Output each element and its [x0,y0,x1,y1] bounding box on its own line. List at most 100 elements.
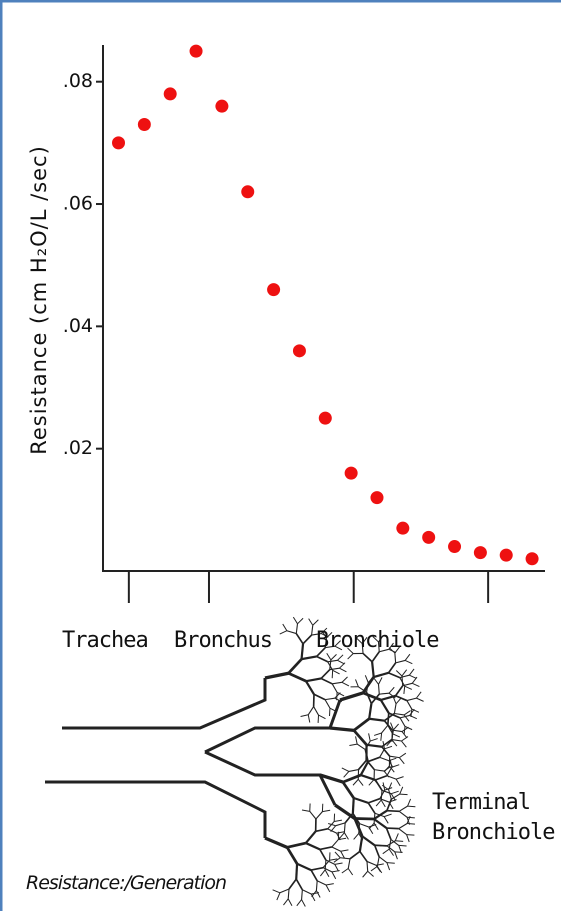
airway-branch [395,778,401,787]
airway-branch [321,630,327,639]
airway-branch [379,798,390,803]
airway-branch [367,802,376,814]
airway-branch [391,793,401,800]
airway-branch [373,818,388,829]
airway-branch [326,632,333,639]
airway-branch [373,732,382,736]
data-point [241,185,255,199]
data-point [473,546,487,560]
airway-branch [409,674,417,679]
airway-branch [340,849,349,852]
airway-branch [361,643,364,654]
airway-branch [370,693,380,705]
airway-branch [366,682,369,693]
airway-branch [339,667,347,673]
airway-branch [390,793,396,801]
airway-branch [389,755,400,759]
airway-branch [364,675,369,683]
airway-branch [386,766,393,777]
airway-branch [378,677,383,685]
airway-branch [347,868,354,876]
airway-branch [319,846,333,851]
airway-branch [391,764,400,768]
y-axis-label: Resistance (cm H₂O/L /sec) [27,145,51,455]
airway-branch [379,699,390,714]
airway-branch [406,834,410,843]
airway-branch [283,898,289,906]
airway-branch [383,816,389,824]
airway-branch [309,810,317,820]
airway-branch [380,732,383,741]
airway-branch [406,816,411,824]
airway-branch [332,681,343,685]
airway-branch [286,630,297,635]
airway-branch [373,677,379,685]
airway-branch [379,648,389,653]
airway-branch [416,691,422,699]
airway-branch [388,782,393,790]
airway-branch [368,733,371,742]
airway-branch [384,745,393,750]
airway-branch [395,840,404,842]
airway-branch [312,619,319,626]
airway-branch [334,803,356,820]
data-point [163,87,177,101]
airway-branch [367,676,374,683]
region-label: Bronchiole [316,628,439,653]
airway-branch [375,864,381,873]
airway-branch [378,635,384,643]
airway-branch [391,790,399,795]
airway-branch [416,697,424,702]
airway-branch [302,889,312,895]
airway-branch [295,623,299,634]
airway-branch [401,731,408,739]
airway-branch [362,652,373,663]
y-tick-label: .04 [63,315,93,337]
airway-branch [357,779,364,786]
airway-branch [305,677,322,683]
airway-branch [325,645,336,649]
airway-branch [305,842,321,851]
airway-branch [347,647,354,654]
airway-branch [334,640,341,647]
airway-branch [379,748,386,758]
airway-branch [382,848,390,855]
airway-branch [331,846,341,852]
airway-branch [379,692,390,695]
airway-branch [373,671,389,679]
airway-branch [330,654,337,661]
airway-branch [377,684,380,695]
airway-branch [394,833,399,841]
airway-branch [311,892,320,895]
airway-branch [394,851,398,860]
airway-branch [391,729,394,740]
airway-branch [401,669,408,677]
airway-branch [358,686,367,693]
airway-branch [295,863,299,880]
airway-branch [320,669,331,680]
airway-branch [305,680,315,695]
airway-branch [322,809,331,813]
airway-branch [386,840,396,847]
airway-branch [398,828,407,836]
airway-branch [407,798,412,807]
airway-branch [300,643,305,660]
airway-diagram [45,616,424,907]
airway-branch [392,729,403,733]
airway-branch [361,835,376,847]
airway-branch [315,880,318,891]
data-point [137,118,151,132]
airway-branch [296,862,312,872]
airway-branch [324,637,327,648]
airway-branch [325,859,336,865]
airway-branch [375,774,388,781]
airway-branch [403,686,406,695]
airway-branch [399,717,406,727]
airway-branch [341,767,350,772]
airway-branch [313,693,326,701]
airway-branch [332,669,340,675]
airway-branch [347,653,354,660]
airway-branch [373,844,380,858]
airway-branch [406,816,415,819]
